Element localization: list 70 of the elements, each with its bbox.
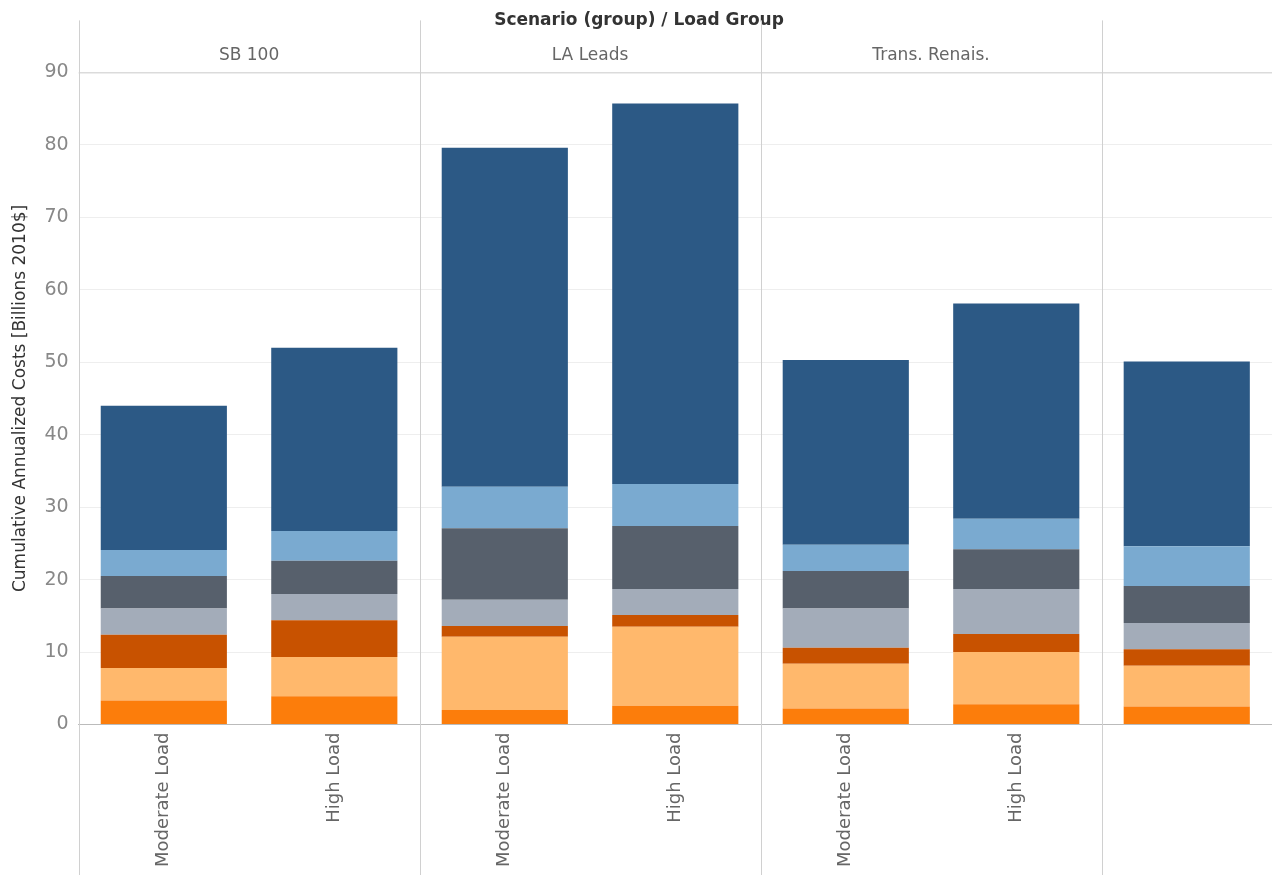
text: LA Leads — [551, 43, 629, 64]
x-tick-label: Moderate Load — [492, 732, 514, 868]
bar — [271, 696, 398, 724]
bar — [441, 599, 568, 626]
y-tick-label: 50 — [44, 349, 69, 372]
y-tick-label: 10 — [44, 638, 69, 661]
bar — [612, 705, 739, 724]
x-tick-label: High Load — [662, 732, 684, 823]
bar — [271, 620, 398, 658]
bar — [1123, 361, 1250, 547]
bar — [612, 626, 739, 706]
bar — [953, 518, 1080, 550]
x-tick-label: Moderate Load — [151, 732, 173, 868]
bar — [100, 549, 227, 576]
bar — [100, 575, 227, 609]
bar — [441, 710, 568, 724]
bar — [271, 594, 398, 621]
bar — [1123, 586, 1250, 624]
y-tick-label: 30 — [44, 494, 69, 517]
bar — [953, 549, 1080, 589]
bar — [612, 525, 739, 589]
bar — [782, 608, 909, 648]
bar — [441, 636, 568, 710]
x-tick-label: High Load — [1003, 732, 1025, 823]
bar — [612, 589, 739, 616]
bar — [100, 634, 227, 668]
x-tick-label: Moderate Load — [833, 732, 855, 868]
bar — [782, 708, 909, 724]
bar — [953, 589, 1080, 634]
bar — [1123, 706, 1250, 724]
bar — [782, 544, 909, 571]
bar — [271, 657, 398, 697]
bar — [100, 608, 227, 635]
bar — [441, 528, 568, 600]
bar — [441, 147, 568, 487]
chart-title: Scenario (group) / Load Group — [494, 8, 784, 29]
bar — [782, 570, 909, 609]
bar — [953, 303, 1080, 519]
bar — [100, 667, 227, 701]
bar — [441, 625, 568, 637]
text: SB 100 — [218, 43, 280, 64]
bar — [271, 531, 398, 561]
bar — [271, 347, 398, 532]
x-tick-label: High Load — [321, 732, 343, 823]
bar — [782, 647, 909, 664]
y-tick-label: 20 — [44, 566, 69, 589]
bar — [782, 663, 909, 709]
y-axis-title: Cumulative Annualized Costs [Billions 2010$] — [8, 204, 29, 593]
bar — [1123, 623, 1250, 650]
y-tick-label: 80 — [44, 131, 69, 154]
y-tick-label: 70 — [44, 204, 69, 227]
bar — [612, 103, 739, 484]
bar — [1123, 665, 1250, 707]
bar — [100, 405, 227, 550]
bar — [782, 360, 909, 545]
bar — [271, 560, 398, 595]
bar — [1123, 546, 1250, 587]
bar — [953, 633, 1080, 653]
text: Trans. Renais. — [871, 43, 990, 64]
bar — [612, 615, 739, 627]
bar — [953, 652, 1080, 705]
bar — [100, 700, 227, 724]
y-tick-label: 90 — [44, 59, 69, 82]
y-tick-label: 0 — [56, 711, 69, 734]
bar — [441, 486, 568, 529]
y-tick-label: 60 — [44, 276, 69, 299]
y-tick-label: 40 — [44, 421, 69, 444]
bar — [953, 704, 1080, 724]
bar — [612, 483, 739, 526]
bar — [1123, 649, 1250, 666]
